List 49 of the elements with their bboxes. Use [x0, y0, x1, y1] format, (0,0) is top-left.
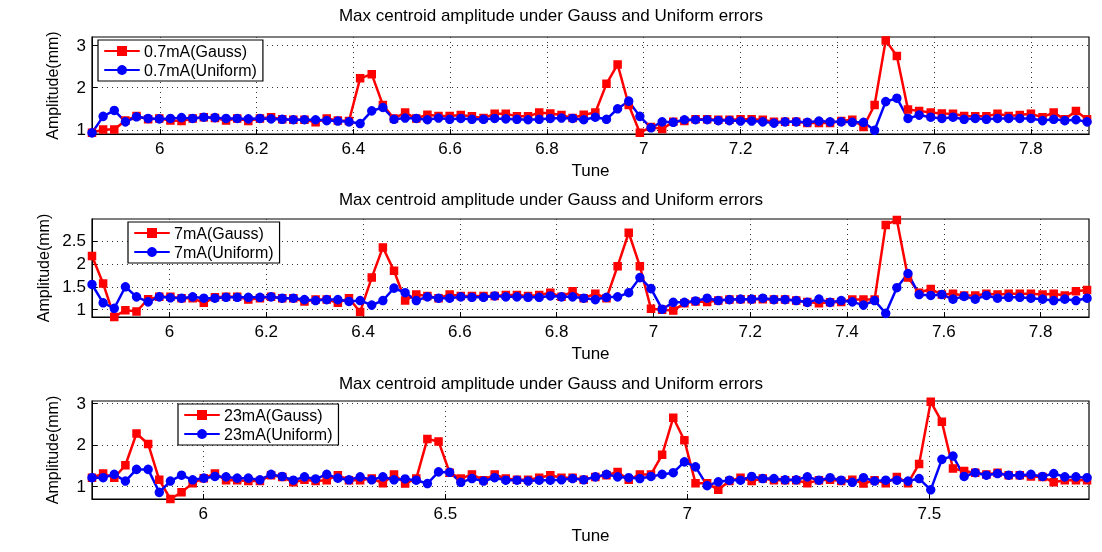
x-tick-label: 7.5: [917, 504, 942, 523]
x-tick-label: 7.8: [1019, 139, 1043, 159]
legend-label: 23mA(Gauss): [224, 406, 323, 424]
y-tick-label: 2: [76, 254, 86, 274]
legend-label: 0.7mA(Gauss): [144, 42, 248, 60]
legend-label: 7mA(Gauss): [174, 224, 264, 242]
x-tick-label: 7.2: [728, 139, 753, 159]
x-tick-label: 6: [164, 322, 175, 341]
y-axis-title: Amplitude(mm): [34, 213, 52, 323]
x-tick-label: 6.6: [438, 139, 462, 159]
y-tick-label: 3: [76, 35, 86, 55]
x-tick-label: 6.8: [544, 322, 569, 341]
y-axis-title: Amplitude(mm): [43, 395, 61, 505]
y-axis-title: Amplitude(mm): [43, 31, 61, 140]
x-axis-title: Tune: [571, 525, 610, 545]
x-tick-label: 7.4: [835, 322, 859, 341]
y-tick-label: 1: [76, 476, 86, 496]
x-tick-label: 7.6: [922, 139, 946, 159]
y-tick-label: 2.5: [62, 231, 86, 251]
x-tick-label: 6.2: [254, 322, 279, 341]
x-tick-label: 6: [155, 139, 165, 159]
x-tick-label: 7.2: [738, 322, 763, 341]
y-tick-label: 2: [76, 435, 86, 455]
x-tick-label: 7: [639, 139, 649, 159]
x-tick-label: 7.8: [1028, 322, 1053, 341]
chart-title: Max centroid amplitude under Gauss and Uniform errors: [338, 190, 764, 209]
legend-label: 23mA(Uniform): [224, 425, 333, 443]
y-tick-label: 1: [76, 120, 86, 140]
x-tick-label: 7: [648, 322, 659, 341]
y-tick-label: 1: [76, 300, 86, 320]
x-tick-label: 6.2: [244, 139, 269, 159]
x-axis-title: Tune: [571, 161, 610, 180]
x-tick-label: 7.6: [931, 322, 956, 341]
x-tick-label: 6.8: [535, 139, 559, 159]
y-tick-label: 2: [76, 78, 86, 98]
x-tick-label: 7: [682, 504, 693, 523]
x-tick-label: 6.4: [351, 322, 375, 341]
x-tick-label: 6.5: [433, 504, 458, 523]
chart-title: Max centroid amplitude under Gauss and Uniform errors: [338, 6, 764, 25]
y-tick-label: 3: [76, 393, 86, 413]
legend-label: 7mA(Uniform): [174, 243, 274, 261]
chart-title: Max centroid amplitude under Gauss and Uniform errors: [338, 374, 764, 393]
x-axis-title: Tune: [571, 343, 610, 363]
x-tick-label: 7.4: [825, 139, 850, 159]
legend-label: 0.7mA(Uniform): [144, 61, 257, 79]
x-tick-label: 6.6: [448, 322, 472, 341]
x-tick-label: 6.4: [341, 139, 366, 159]
x-tick-label: 6: [198, 504, 209, 523]
y-tick-label: 1.5: [62, 277, 86, 297]
